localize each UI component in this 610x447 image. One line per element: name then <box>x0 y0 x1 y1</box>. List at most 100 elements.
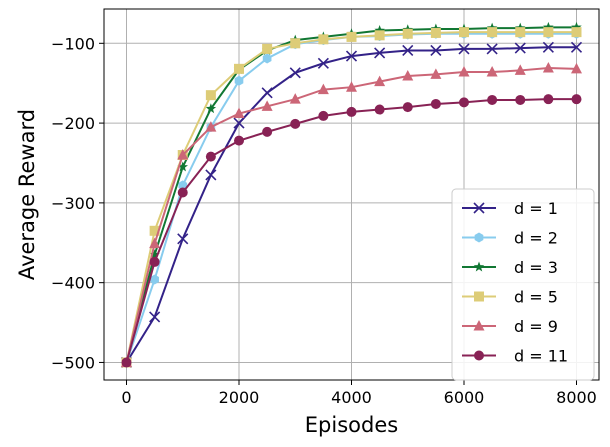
legend-item: d = 5 <box>462 288 558 307</box>
data-point <box>149 311 161 323</box>
data-point <box>177 233 189 245</box>
data-point <box>205 103 217 114</box>
data-point <box>514 42 526 54</box>
data-point <box>571 21 582 32</box>
data-point <box>459 97 469 108</box>
data-point <box>515 94 526 105</box>
data-point <box>149 237 161 249</box>
legend-item: d = 1 <box>462 199 558 218</box>
x-tick-label: 6000 <box>444 388 485 407</box>
data-point <box>543 27 554 38</box>
data-point <box>262 126 273 137</box>
legend: d = 1 d = 2 d = 3 d = 5 d = 9 d = 11 <box>451 188 595 381</box>
data-point <box>149 225 160 236</box>
x-tick-label: 0 <box>121 388 131 407</box>
data-point <box>150 274 159 285</box>
data-point <box>487 94 498 105</box>
data-point <box>233 117 245 129</box>
data-point <box>289 67 301 79</box>
data-point <box>514 64 526 75</box>
data-point <box>318 110 329 121</box>
data-point <box>205 90 216 101</box>
data-point <box>234 75 244 86</box>
legend-label: d = 5 <box>514 288 558 307</box>
series-group <box>120 21 583 369</box>
data-point <box>542 41 554 53</box>
data-point <box>234 63 244 74</box>
data-point <box>290 38 301 49</box>
data-point <box>374 25 385 35</box>
data-point <box>374 47 386 59</box>
data-point <box>571 62 582 74</box>
data-point <box>487 27 498 38</box>
y-tick-label: −200 <box>51 114 95 133</box>
data-point <box>317 57 329 69</box>
data-point <box>571 94 582 105</box>
x-axis-label: Episodes <box>305 413 398 437</box>
data-point <box>121 357 132 368</box>
data-point <box>543 94 554 105</box>
series-5 <box>121 62 582 367</box>
data-point <box>177 187 188 198</box>
data-point <box>430 98 441 109</box>
legend-marker <box>474 232 484 243</box>
y-tick-label: −100 <box>51 34 95 53</box>
data-point <box>289 93 301 104</box>
legend-item: d = 11 <box>462 347 568 366</box>
legend-label: d = 9 <box>514 317 558 336</box>
data-point <box>205 121 217 132</box>
legend-marker <box>474 350 484 361</box>
data-point <box>234 135 244 146</box>
data-point <box>262 43 273 54</box>
legend-label: d = 11 <box>514 347 568 366</box>
data-point <box>346 106 357 117</box>
data-point <box>402 44 414 57</box>
data-point <box>458 43 470 55</box>
legend-item: d = 2 <box>462 229 558 248</box>
y-tick-label: −300 <box>51 194 95 213</box>
data-point <box>402 102 413 113</box>
data-point <box>515 27 526 38</box>
data-point <box>233 107 245 119</box>
data-point <box>402 70 414 81</box>
data-point <box>177 161 188 172</box>
x-tick-label: 4000 <box>331 388 372 407</box>
data-point <box>262 53 272 64</box>
data-point <box>205 151 216 162</box>
data-point <box>458 66 470 77</box>
data-point <box>374 30 385 41</box>
data-point <box>346 81 357 92</box>
y-tick-label: −500 <box>51 353 95 372</box>
data-point <box>178 180 188 191</box>
data-point <box>430 68 442 79</box>
legend-label: d = 2 <box>514 229 558 248</box>
legend-marker <box>474 291 484 302</box>
data-point <box>570 41 583 53</box>
legend-item: d = 9 <box>462 317 558 336</box>
data-point <box>430 44 442 57</box>
data-point <box>486 66 498 77</box>
data-point <box>374 75 386 87</box>
data-point <box>346 31 357 42</box>
data-point <box>318 34 329 45</box>
data-point <box>542 62 554 73</box>
data-point <box>486 43 498 55</box>
legend-label: d = 1 <box>514 199 558 218</box>
data-point <box>402 28 413 39</box>
data-point <box>149 249 160 260</box>
data-point <box>177 149 189 160</box>
legend-marker <box>473 202 485 214</box>
data-point <box>571 27 582 38</box>
data-point <box>317 83 329 95</box>
data-point <box>459 27 469 38</box>
y-axis-label: Average Reward <box>15 109 39 280</box>
legend-item: d = 3 <box>462 258 558 277</box>
data-point <box>261 87 273 99</box>
x-tick-label: 8000 <box>556 388 597 407</box>
legend-label: d = 3 <box>514 258 558 277</box>
data-point <box>205 169 217 181</box>
series-6 <box>121 94 582 368</box>
data-point <box>374 104 385 115</box>
y-tick-label: −400 <box>51 274 95 293</box>
